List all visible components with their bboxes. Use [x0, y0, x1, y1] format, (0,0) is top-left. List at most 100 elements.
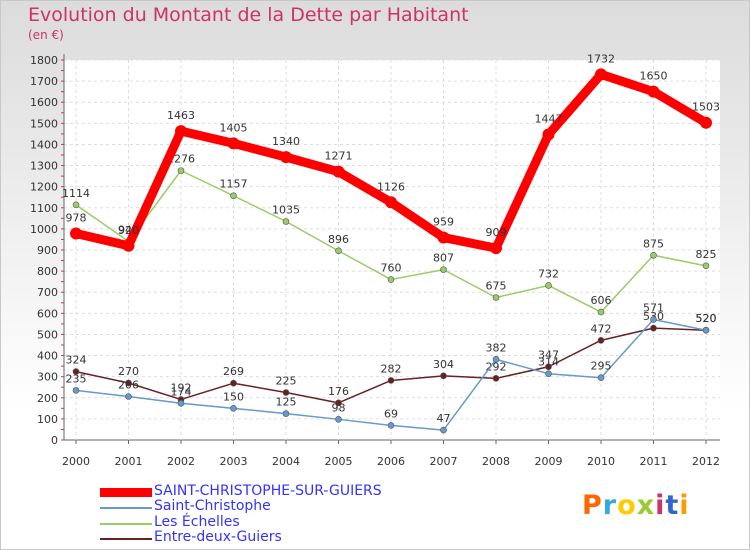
y-tick-label: 1800	[30, 54, 58, 67]
data-label: 282	[381, 362, 402, 375]
y-tick-label: 1200	[30, 181, 58, 194]
data-point	[72, 387, 80, 394]
x-tick-label: 2008	[482, 455, 510, 468]
data-point	[650, 316, 657, 323]
data-label: 896	[328, 233, 349, 246]
data-label: 269	[223, 365, 244, 378]
data-point	[647, 85, 660, 98]
data-point	[650, 324, 657, 332]
legend-label: Entre-deux-Guiers	[154, 529, 282, 545]
logo-letter: i	[655, 490, 666, 521]
y-tick-label: 1400	[30, 138, 58, 151]
data-label: 176	[328, 385, 349, 398]
y-tick-label: 1500	[30, 117, 58, 130]
data-point	[335, 399, 342, 407]
data-label: 875	[643, 237, 664, 250]
data-point	[125, 379, 132, 387]
y-tick-label: 400	[37, 350, 58, 363]
data-point	[597, 337, 605, 344]
y-tick-label: 900	[37, 244, 58, 257]
data-point	[387, 422, 395, 429]
data-point	[492, 294, 500, 301]
data-label: 1271	[325, 150, 353, 163]
data-point	[597, 374, 605, 382]
data-point	[437, 231, 450, 244]
data-label: 314	[538, 356, 559, 369]
proxiti-logo: Proxiti	[582, 490, 690, 521]
data-label: 571	[643, 301, 664, 314]
y-tick-label: 800	[37, 265, 58, 278]
data-point	[230, 192, 237, 200]
data-label: 69	[384, 407, 398, 420]
x-tick-label: 2011	[640, 455, 668, 468]
legend-label: SAINT-CHRISTOPHE-SUR-GUIERS	[154, 483, 382, 499]
data-point	[545, 370, 552, 378]
data-point	[545, 282, 552, 289]
data-label: 1650	[640, 70, 668, 83]
data-point	[122, 239, 135, 252]
data-label: 270	[118, 365, 139, 378]
y-tick-label: 1700	[30, 75, 58, 88]
x-tick-label: 2012	[692, 455, 720, 468]
data-label: 1114	[62, 187, 90, 200]
legend-label: Saint-Christophe	[154, 498, 271, 514]
data-point	[230, 405, 237, 412]
data-point	[280, 151, 292, 164]
y-tick-label: 0	[51, 434, 58, 447]
legend-label: Les Échelles	[154, 514, 240, 530]
data-point	[440, 266, 447, 273]
data-label: 520	[696, 312, 717, 325]
data-label: 520	[696, 312, 717, 325]
data-point	[492, 375, 500, 382]
data-point	[125, 393, 132, 400]
y-tick-label: 1300	[30, 160, 58, 173]
data-point	[387, 377, 395, 384]
x-tick-label: 2003	[220, 455, 248, 468]
data-label: 1126	[377, 180, 405, 193]
x-tick-label: 2002	[167, 455, 195, 468]
data-point	[335, 247, 342, 255]
chart-title: Evolution du Montant de la Dette par Hab…	[28, 4, 469, 26]
logo-letter: i	[679, 490, 690, 521]
x-tick-label: 2009	[535, 455, 563, 468]
data-label: 472	[591, 322, 612, 335]
data-label: 1405	[220, 121, 248, 134]
data-label: 959	[433, 216, 454, 229]
data-point	[282, 389, 290, 396]
data-label: 807	[433, 252, 454, 265]
data-point	[335, 416, 342, 423]
data-point	[177, 167, 185, 174]
data-label: 920	[118, 224, 139, 237]
data-point	[440, 426, 447, 434]
data-point	[387, 276, 395, 283]
data-label: 324	[66, 354, 87, 367]
data-point	[700, 116, 712, 129]
data-label: 174	[171, 385, 192, 398]
legend-swatch	[100, 523, 152, 525]
data-label: 304	[433, 358, 454, 371]
x-tick-label: 2004	[272, 455, 300, 468]
data-point	[175, 125, 187, 138]
data-point	[702, 326, 710, 334]
data-label: 292	[486, 360, 507, 373]
x-tick-label: 2001	[115, 455, 143, 468]
data-label: 225	[276, 375, 297, 388]
data-label: 825	[696, 248, 717, 261]
y-tick-label: 500	[37, 328, 58, 341]
data-label: 1463	[167, 109, 195, 122]
data-label: 150	[223, 390, 244, 403]
x-tick-label: 2005	[325, 455, 353, 468]
data-point	[72, 368, 80, 375]
x-tick-label: 2007	[430, 455, 458, 468]
legend-swatch	[100, 488, 152, 497]
data-point	[227, 137, 240, 150]
data-label: 1503	[692, 101, 720, 114]
data-label: 47	[437, 412, 451, 425]
data-point	[440, 372, 447, 380]
data-label: 347	[538, 349, 559, 362]
data-point	[282, 410, 290, 417]
data-label: 675	[486, 280, 507, 293]
data-label: 732	[538, 267, 559, 280]
data-label: 760	[381, 262, 402, 275]
